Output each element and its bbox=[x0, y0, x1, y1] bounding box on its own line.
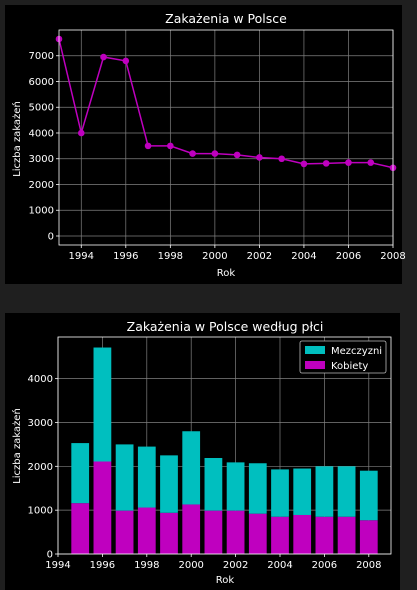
x-tick-label: 2004 bbox=[291, 251, 316, 262]
x-tick-label: 2006 bbox=[312, 560, 337, 571]
y-tick-label: 5000 bbox=[29, 103, 54, 114]
bar-men bbox=[71, 443, 89, 503]
data-point bbox=[189, 150, 196, 157]
top-figure-background bbox=[5, 5, 402, 284]
data-point bbox=[367, 159, 374, 166]
y-tick-label: 6000 bbox=[29, 77, 54, 88]
data-point bbox=[145, 143, 152, 150]
data-point bbox=[256, 154, 263, 161]
bar-men bbox=[293, 469, 311, 515]
data-point bbox=[323, 160, 330, 167]
bar-men bbox=[338, 466, 356, 516]
data-point bbox=[278, 155, 285, 162]
bar-men bbox=[249, 463, 267, 513]
bar-women bbox=[71, 503, 89, 554]
bar-women bbox=[293, 515, 311, 554]
bar-women bbox=[316, 517, 334, 554]
y-tick-label: 1000 bbox=[28, 506, 53, 517]
y-tick-label: 7000 bbox=[29, 51, 54, 62]
x-tick-label: 1998 bbox=[134, 560, 159, 571]
bar-women bbox=[160, 513, 178, 554]
data-point bbox=[123, 58, 130, 65]
y-tick-label: 3000 bbox=[29, 154, 54, 165]
x-tick-label: 2008 bbox=[356, 560, 381, 571]
bar-women bbox=[116, 511, 134, 554]
bar-men bbox=[160, 455, 178, 512]
data-point bbox=[212, 150, 219, 157]
x-tick-label: 2004 bbox=[267, 560, 292, 571]
x-tick-label: 2002 bbox=[247, 251, 272, 262]
chart2-ylabel: Liczba zakażeń bbox=[11, 408, 23, 484]
y-tick-label: 0 bbox=[47, 550, 53, 561]
bar-men bbox=[205, 458, 223, 511]
bar-men bbox=[116, 444, 134, 510]
y-tick-label: 1000 bbox=[29, 206, 54, 217]
data-point bbox=[234, 152, 241, 159]
chart2-xlabel: Rok bbox=[216, 575, 235, 586]
bar-men bbox=[227, 462, 245, 510]
bar-men bbox=[94, 348, 112, 462]
legend-swatch-women bbox=[305, 361, 325, 369]
y-tick-label: 3000 bbox=[28, 418, 53, 429]
bar-men bbox=[182, 431, 200, 504]
chart1-title: Zakażenia w Polsce bbox=[165, 11, 287, 26]
bar-men bbox=[316, 466, 334, 516]
x-tick-label: 1998 bbox=[158, 251, 183, 262]
y-tick-label: 0 bbox=[48, 231, 54, 242]
chart2-legend: Mezczyzni Kobiety bbox=[300, 341, 386, 373]
bar-women bbox=[360, 520, 378, 554]
x-tick-label: 2000 bbox=[202, 251, 227, 262]
data-point bbox=[301, 161, 308, 168]
x-tick-label: 2008 bbox=[380, 251, 405, 262]
bar-women bbox=[271, 517, 289, 554]
x-tick-label: 1996 bbox=[90, 560, 115, 571]
y-tick-label: 2000 bbox=[28, 462, 53, 473]
y-tick-label: 4000 bbox=[29, 128, 54, 139]
bar-women bbox=[249, 514, 267, 554]
y-tick-label: 2000 bbox=[29, 180, 54, 191]
data-point bbox=[167, 143, 174, 150]
x-tick-label: 1996 bbox=[113, 251, 138, 262]
bar-women bbox=[338, 517, 356, 554]
legend-label-women: Kobiety bbox=[331, 361, 368, 372]
x-tick-label: 2006 bbox=[336, 251, 361, 262]
bar-women bbox=[94, 462, 112, 554]
chart1-ylabel: Liczba zakażeń bbox=[11, 101, 23, 177]
x-tick-label: 1994 bbox=[69, 251, 94, 262]
chart2-title: Zakażenia w Polsce według płci bbox=[127, 319, 324, 334]
data-point bbox=[78, 130, 85, 137]
bar-men bbox=[271, 469, 289, 516]
data-point bbox=[345, 159, 352, 166]
bar-men bbox=[360, 471, 378, 521]
x-tick-label: 1994 bbox=[45, 560, 70, 571]
bar-men bbox=[138, 447, 156, 508]
y-tick-label: 4000 bbox=[28, 374, 53, 385]
legend-swatch-men bbox=[305, 346, 325, 354]
x-tick-label: 2000 bbox=[178, 560, 203, 571]
bar-women bbox=[182, 504, 200, 554]
bar-women bbox=[138, 508, 156, 554]
chart1-xlabel: Rok bbox=[217, 268, 236, 279]
data-point bbox=[100, 54, 107, 61]
x-tick-label: 2002 bbox=[223, 560, 248, 571]
legend-label-men: Mezczyzni bbox=[331, 346, 382, 357]
bar-women bbox=[205, 511, 223, 554]
bar-women bbox=[227, 511, 245, 554]
